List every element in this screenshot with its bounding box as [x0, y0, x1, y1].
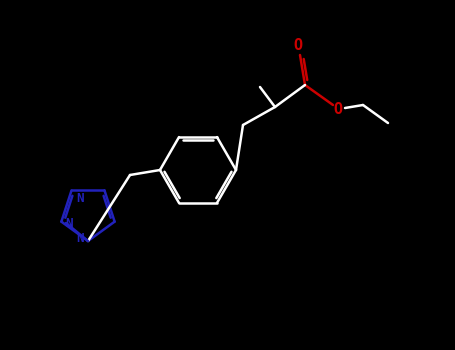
Text: N: N [66, 217, 73, 230]
Text: O: O [293, 37, 303, 52]
Text: N: N [76, 192, 83, 205]
Text: O: O [334, 103, 343, 118]
Text: N: N [76, 232, 84, 245]
